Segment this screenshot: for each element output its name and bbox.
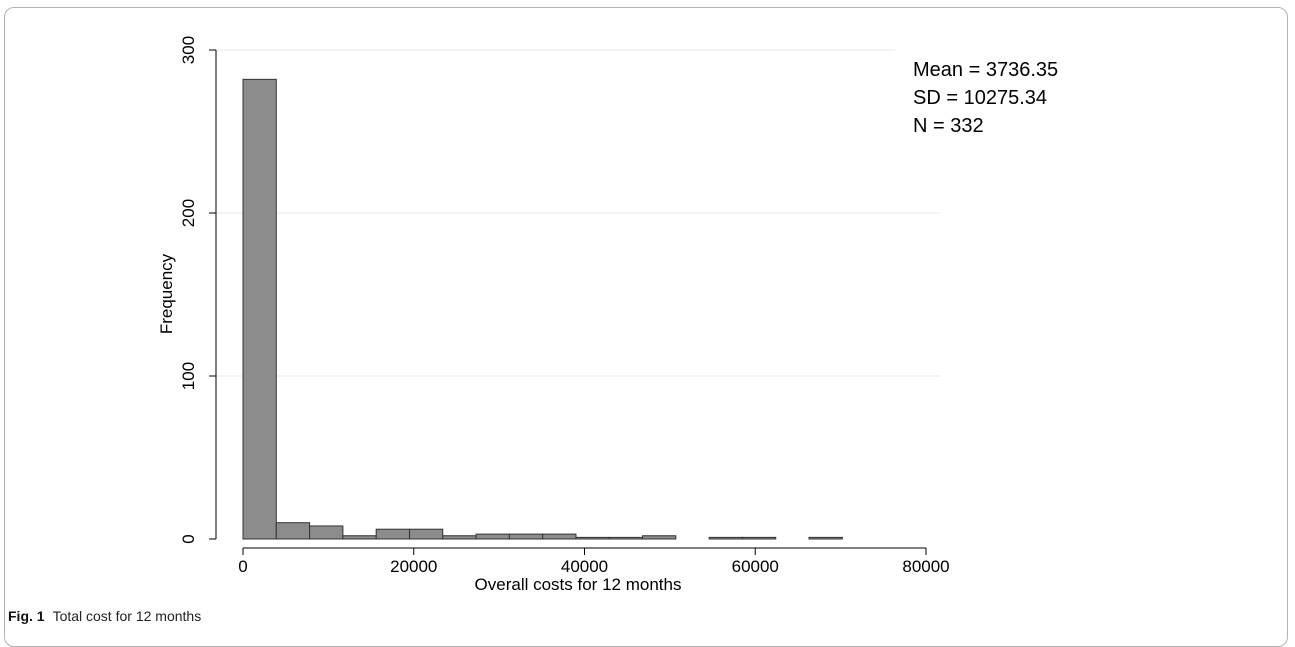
x-tick-label: 40000 xyxy=(561,557,608,576)
y-tick-label: 300 xyxy=(179,36,198,64)
histogram-bar xyxy=(708,536,743,540)
histogram-bar xyxy=(741,536,777,540)
x-axis-label: Overall costs for 12 months xyxy=(475,575,682,594)
x-tick-label: 20000 xyxy=(390,557,437,576)
histogram-bar xyxy=(542,533,577,540)
grid-lines xyxy=(216,49,940,377)
histogram-bar xyxy=(608,536,644,540)
caption-label: Fig. 1 xyxy=(8,608,45,624)
x-tick-label: 0 xyxy=(238,557,247,576)
annotation-sd: SD = 10275.34 xyxy=(913,87,1047,109)
histogram-bars xyxy=(242,78,843,540)
stats-annotation: Mean = 3736.35 SD = 10275.34 N = 332 xyxy=(913,59,1058,137)
y-axis-label: Frequency xyxy=(157,253,176,334)
figure-caption: Fig. 1 Total cost for 12 months xyxy=(8,608,201,624)
histogram-chart: 0 100 200 300 0 20000 40000 60000 80000 Frequen… xyxy=(157,36,1058,594)
histogram-bar xyxy=(508,533,544,540)
y-tick-label: 100 xyxy=(179,362,198,390)
x-tick-label: 80000 xyxy=(902,557,949,576)
annotation-mean: Mean = 3736.35 xyxy=(913,59,1058,81)
histogram-bar xyxy=(808,536,843,540)
histogram-bar xyxy=(309,525,344,540)
y-tick-label: 0 xyxy=(179,534,198,543)
histogram-bar xyxy=(375,528,410,540)
histogram-bar xyxy=(342,535,377,540)
annotation-n: N = 332 xyxy=(913,115,984,137)
x-tick-label: 60000 xyxy=(732,557,779,576)
histogram-bar xyxy=(642,535,677,540)
histogram-bar xyxy=(408,528,444,540)
histogram-bar xyxy=(242,78,277,540)
histogram-bar xyxy=(575,536,610,540)
x-axis-ticks: 0 20000 40000 60000 80000 xyxy=(238,548,950,576)
y-axis-ticks: 0 100 200 300 xyxy=(179,36,216,544)
histogram-bar xyxy=(475,533,510,540)
histogram-bar xyxy=(442,535,477,540)
histogram-bar xyxy=(275,522,311,540)
y-tick-label: 200 xyxy=(179,199,198,227)
caption-text: Total cost for 12 months xyxy=(52,608,202,624)
